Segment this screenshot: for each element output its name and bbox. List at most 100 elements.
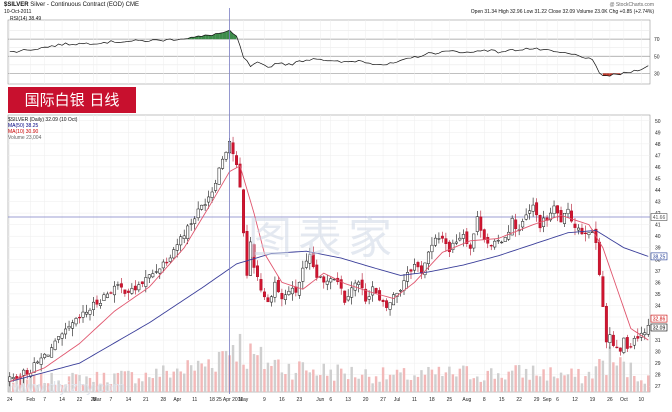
candle-body	[462, 234, 464, 238]
candle-body	[350, 288, 352, 298]
volume-bar	[295, 373, 297, 392]
volume-bar	[284, 374, 286, 392]
candle-body	[145, 277, 147, 286]
volume-bar	[640, 380, 642, 392]
price-tick-label: 29	[655, 361, 661, 367]
candle-body	[36, 362, 38, 363]
volume-bar	[441, 376, 443, 392]
volume-bar	[490, 368, 492, 392]
candle-body	[539, 215, 541, 228]
candle-body	[609, 335, 611, 343]
candle-body	[155, 272, 157, 273]
candle-body	[207, 197, 209, 202]
candle-body	[92, 302, 94, 309]
candle-body	[288, 291, 290, 295]
volume-bar	[438, 367, 440, 392]
volume-bar	[298, 361, 300, 392]
candle-body	[33, 363, 35, 373]
candle-body	[476, 217, 478, 232]
candle-body	[535, 203, 537, 215]
volume-bar	[316, 376, 318, 392]
candle-body	[431, 245, 433, 252]
volume-bar	[270, 366, 272, 392]
candle-body	[647, 325, 649, 334]
candle-body	[242, 190, 244, 233]
volume-bar	[581, 383, 583, 392]
candle-body	[532, 205, 534, 211]
volume-bar	[427, 367, 429, 392]
candle-body	[235, 155, 237, 164]
volume-bar	[434, 374, 436, 392]
candle-body	[392, 295, 394, 305]
volume-bar	[507, 372, 509, 392]
candle-body	[633, 338, 635, 345]
candle-body	[556, 206, 558, 214]
volume-bar	[560, 373, 562, 392]
volume-bar	[260, 347, 262, 392]
volume-bar	[382, 367, 384, 392]
rsi-tick-label: 50	[654, 54, 660, 60]
candle-body	[577, 228, 579, 230]
volume-bar	[633, 376, 635, 392]
volume-bar	[406, 380, 408, 392]
price-tick-label: 47	[655, 153, 661, 159]
volume-bar	[302, 362, 304, 392]
volume-bar	[570, 369, 572, 392]
volume-bar	[375, 376, 377, 392]
candle-body	[281, 293, 283, 299]
candle-body	[441, 236, 443, 238]
volume-bar	[305, 370, 307, 392]
candle-body	[497, 240, 499, 241]
candle-body	[459, 238, 461, 240]
volume-bar	[525, 369, 527, 392]
header-description: Silver - Continuous Contract (EOD)	[30, 2, 124, 8]
volume-bar	[424, 375, 426, 392]
volume-bar	[528, 380, 530, 392]
volume-bar	[598, 359, 600, 392]
watermark-url: www.diyizby.com	[12, 379, 125, 396]
volume-bar	[225, 351, 227, 392]
volume-bar	[169, 378, 171, 392]
candle-body	[9, 377, 11, 382]
candle-body	[448, 242, 450, 252]
x-tick-label: 18	[209, 397, 215, 403]
candle-body	[221, 159, 223, 168]
volume-bar	[330, 370, 332, 392]
volume-bar	[162, 365, 164, 392]
x-tick-label: 24	[7, 397, 13, 403]
candle-body	[316, 265, 318, 278]
price-tick-label: 43	[655, 200, 661, 206]
candle-body	[567, 209, 569, 214]
volume-bar	[183, 374, 185, 392]
x-tick-label: Aug	[462, 397, 471, 403]
price-tick-label: 30	[655, 350, 661, 356]
volume-bar	[319, 375, 321, 392]
candle-body	[141, 282, 143, 284]
volume-bar	[452, 374, 454, 392]
candle-body	[232, 143, 234, 154]
candle-body	[406, 272, 408, 281]
x-tick-label: 26	[607, 397, 613, 403]
volume-bar	[312, 370, 314, 392]
candle-body	[417, 262, 419, 267]
candle-body	[43, 354, 45, 357]
candle-body	[270, 297, 272, 302]
candle-body	[434, 238, 436, 245]
volume-bar	[514, 365, 516, 392]
volume-bar	[546, 381, 548, 392]
candle-body	[542, 218, 544, 227]
candle-body	[382, 300, 384, 301]
quote-low: Low 31.22	[524, 9, 547, 15]
volume-bar	[281, 372, 283, 392]
volume-bar	[403, 368, 405, 392]
volume-bar	[193, 371, 195, 392]
volume-bar	[347, 379, 349, 392]
candle-body	[82, 312, 84, 317]
volume-bar	[504, 379, 506, 392]
candle-body	[619, 348, 621, 351]
x-tick-label: 15	[499, 397, 505, 403]
candle-body	[166, 262, 168, 263]
volume-bar	[518, 365, 520, 392]
candle-body	[357, 282, 359, 285]
volume-bar	[389, 375, 391, 392]
